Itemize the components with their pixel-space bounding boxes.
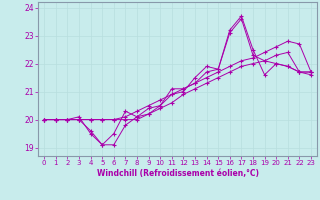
X-axis label: Windchill (Refroidissement éolien,°C): Windchill (Refroidissement éolien,°C)	[97, 169, 259, 178]
